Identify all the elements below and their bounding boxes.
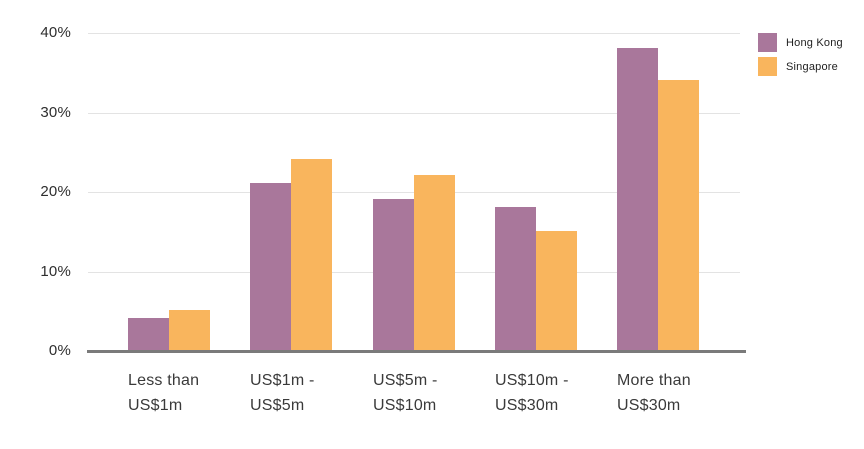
- category-label-1: US$1m - US$5m: [250, 372, 315, 414]
- bar-hong-kong-0: [128, 318, 169, 350]
- legend-label-singapore: Singapore: [786, 60, 838, 73]
- legend-item-singapore: Singapore: [758, 57, 843, 76]
- bar-singapore-2: [414, 175, 455, 350]
- category-label-4: More than US$30m: [617, 372, 691, 414]
- legend-item-hong-kong: Hong Kong: [758, 33, 843, 52]
- bar-singapore-3: [536, 231, 577, 350]
- bar-hong-kong-4: [617, 48, 658, 350]
- legend-swatch-singapore: [758, 57, 777, 76]
- y-tick-label-10: 10%: [40, 263, 71, 280]
- legend-swatch-hong-kong: [758, 33, 777, 52]
- grid-line-30: [88, 113, 740, 114]
- grid-line-40: [88, 33, 740, 34]
- y-tick-label-30: 30%: [40, 104, 71, 121]
- category-label-3: US$10m - US$30m: [495, 372, 569, 414]
- legend-label-hong-kong: Hong Kong: [786, 36, 843, 49]
- bar-singapore-0: [169, 310, 210, 350]
- bar-hong-kong-2: [373, 199, 414, 350]
- bar-hong-kong-1: [250, 183, 291, 350]
- y-tick-label-40: 40%: [40, 24, 71, 41]
- category-label-0: Less than US$1m: [128, 372, 200, 414]
- legend: Hong Kong Singapore: [758, 33, 843, 76]
- y-tick-label-0: 0%: [48, 342, 71, 359]
- bar-singapore-4: [658, 80, 699, 350]
- x-axis-line: [87, 350, 746, 353]
- bar-hong-kong-3: [495, 207, 536, 350]
- bar-singapore-1: [291, 159, 332, 350]
- category-label-2: US$5m - US$10m: [373, 372, 438, 414]
- y-tick-label-20: 20%: [40, 183, 71, 200]
